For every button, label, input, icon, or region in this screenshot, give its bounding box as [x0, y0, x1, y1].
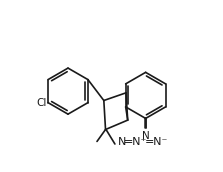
Text: Cl: Cl	[36, 98, 47, 108]
Text: N═N⁺═N⁻: N═N⁺═N⁻	[118, 137, 168, 147]
Text: N: N	[142, 131, 149, 141]
